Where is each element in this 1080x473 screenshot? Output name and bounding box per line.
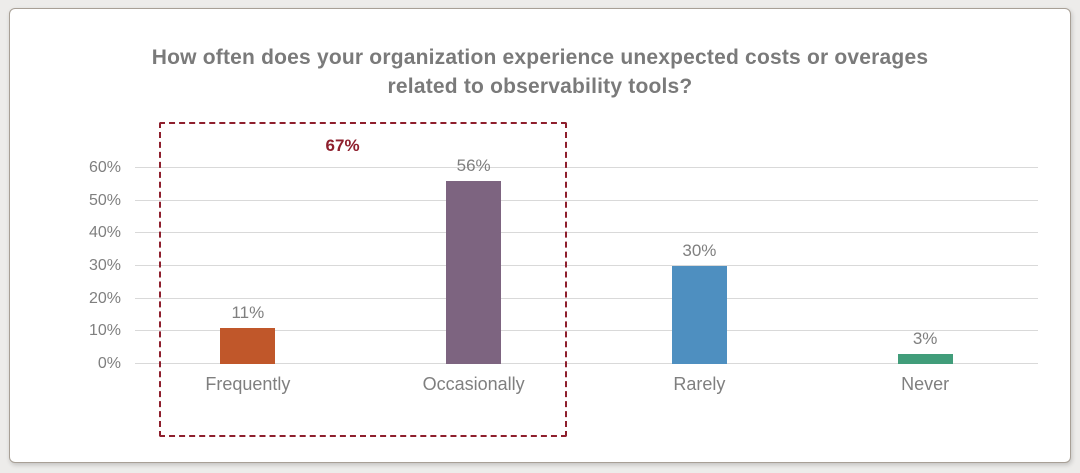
gridline — [135, 363, 1038, 364]
chart-title: How often does your organization experie… — [151, 46, 929, 99]
gridline — [135, 330, 1038, 332]
y-axis-tick-label: 10% — [88, 322, 121, 340]
highlight-box: 67% — [159, 122, 567, 437]
plot-area: 11% Frequently 56% Occasionally 30% Rarely 3% N… — [89, 129, 1038, 394]
bar-slot: 11% Frequently — [135, 129, 361, 394]
bar-rarely: 30% — [671, 241, 727, 364]
bar-frequently: 11% — [220, 303, 276, 364]
x-axis-category-label: Frequently — [205, 374, 291, 394]
bar-value-label: 3% — [912, 329, 938, 349]
gridline — [135, 167, 1038, 168]
bar-value-label: 30% — [682, 241, 717, 260]
bar-slot: 3% Never — [812, 129, 1038, 394]
bar-slot: 56% Occasionally — [361, 129, 587, 394]
bar-occasionally: 56% — [446, 156, 502, 364]
y-axis-tick-label: 30% — [88, 257, 121, 274]
bar-never: 3% — [897, 329, 953, 364]
y-axis-tick-label: 20% — [88, 289, 121, 307]
x-axis-category-label: Rarely — [673, 374, 726, 394]
x-axis-category-label: Never — [901, 374, 950, 394]
y-axis-tick-label: 40% — [88, 224, 121, 242]
bar-value-label: 56% — [456, 156, 491, 176]
bars-layer: 11% Frequently 56% Occasionally 30% Rarely 3% N… — [135, 129, 1038, 394]
y-axis-tick-label: 50% — [88, 191, 121, 209]
y-axis-tick-label: 60% — [88, 159, 121, 176]
bar-value-label: 11% — [231, 303, 265, 323]
gridline — [135, 297, 1038, 299]
gridline — [135, 232, 1038, 234]
bar-slot: 30% Rarely — [587, 129, 813, 394]
x-axis-category-label: Occasionally — [422, 374, 525, 394]
y-axis-tick-label: 0% — [97, 355, 121, 372]
gridline — [135, 199, 1038, 201]
highlight-total-label: 67% — [325, 136, 360, 155]
gridline — [135, 265, 1038, 266]
chart-card: How often does your organization experie… — [9, 8, 1071, 463]
